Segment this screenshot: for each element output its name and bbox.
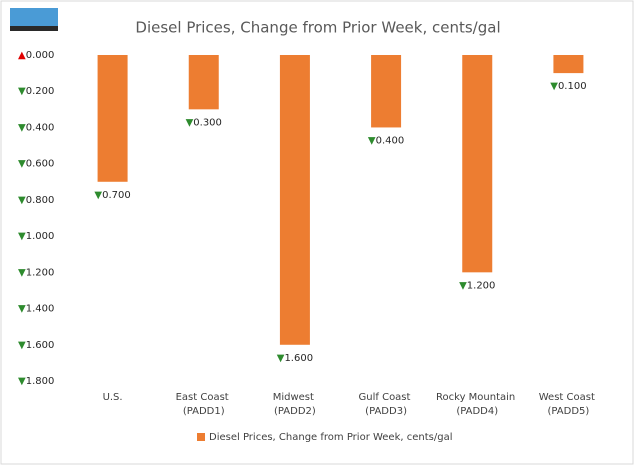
y-tick-label: ▼0.200 [18, 86, 54, 97]
y-tick-label: ▲0.000 [18, 50, 54, 61]
x-tick-label: West Coast (PADD5) [539, 392, 598, 417]
bar [462, 55, 493, 273]
data-label: ▼1.600 [277, 353, 313, 364]
bar [279, 55, 310, 345]
data-label: ▼0.400 [368, 135, 404, 146]
data-label: ▼1.200 [459, 280, 495, 291]
data-label: ▼0.100 [550, 81, 586, 92]
y-tick-label: ▼1.200 [18, 267, 54, 278]
legend-label: Diesel Prices, Change from Prior Week, c… [209, 432, 452, 443]
y-tick-label: ▼1.000 [18, 231, 54, 242]
x-tick-label: Midwest (PADD2) [273, 392, 317, 417]
y-tick-label: ▼1.600 [18, 340, 54, 351]
y-tick-label: ▼1.800 [18, 376, 54, 387]
x-tick-label: East Coast (PADD1) [176, 392, 232, 417]
y-tick-label: ▼1.400 [18, 304, 54, 315]
legend-swatch [197, 433, 205, 441]
data-label: ▼0.700 [94, 190, 130, 201]
bar [553, 55, 584, 74]
x-tick-label: U.S. [103, 392, 123, 403]
logo [10, 8, 58, 31]
data-label: ▼0.300 [186, 117, 222, 128]
y-tick-label: ▼0.800 [18, 195, 54, 206]
y-tick-label: ▼0.400 [18, 122, 54, 133]
x-tick-label: Rocky Mountain (PADD4) [436, 392, 518, 417]
bar [97, 55, 128, 182]
x-tick-label: Gulf Coast (PADD3) [359, 392, 414, 417]
bar [371, 55, 402, 128]
chart-title: Diesel Prices, Change from Prior Week, c… [135, 19, 500, 37]
bar [188, 55, 219, 110]
y-tick-label: ▼0.600 [18, 159, 54, 170]
